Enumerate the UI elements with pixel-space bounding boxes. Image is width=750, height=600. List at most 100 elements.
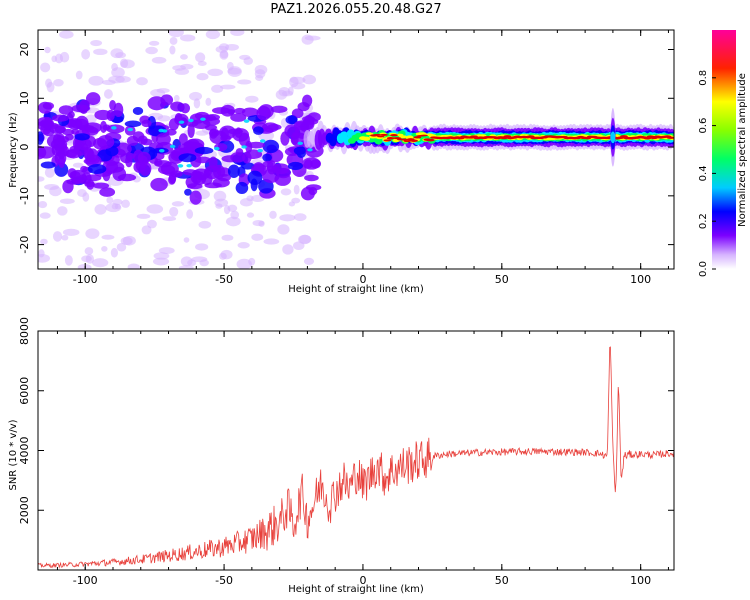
spectrogram-x-ticks: -100 -50 0 50 100	[56, 30, 669, 286]
spectrogram-cell	[225, 216, 241, 227]
spectrogram-cell	[254, 64, 268, 75]
snr-series-line	[38, 346, 674, 569]
spectrogram-cell	[150, 177, 168, 192]
spectrogram-cell	[285, 115, 298, 125]
spectrogram-cell	[194, 156, 211, 164]
spectrogram-cell	[200, 117, 206, 121]
snr-y-tick-label: 4000	[18, 437, 31, 465]
spectrogram-cell	[174, 112, 183, 123]
spectrogram-cell	[105, 202, 122, 213]
spectrogram-cell	[399, 135, 407, 139]
spectrogram-cell	[234, 107, 246, 115]
spectrogram-cell	[291, 82, 306, 90]
spectrogram-cell	[169, 45, 176, 55]
colorbar-tick-label: 0.4	[698, 165, 709, 181]
spectrogram-cell	[211, 84, 224, 93]
spectrogram-cell	[290, 132, 308, 147]
spectrogram-cell	[277, 224, 290, 235]
spectrogram-cell	[155, 133, 171, 146]
snr-x-ticks: -100 -50 0 50 100	[56, 331, 669, 587]
spectrogram-cell	[205, 30, 221, 40]
spectrogram-cell	[243, 119, 250, 123]
spectrogram-cell	[180, 54, 188, 60]
spectrogram-cell	[420, 134, 428, 137]
spectrogram-cell	[282, 244, 294, 255]
spectrogram-cell	[106, 196, 114, 204]
spectrogram-cell	[169, 206, 179, 217]
spectrogram-cell	[310, 159, 322, 169]
spectrogram-cell	[374, 137, 383, 145]
snr-y-tick-label: 6000	[18, 377, 31, 405]
spectrogram-y-tick-label: 0	[18, 144, 31, 151]
spectrogram-cell	[269, 210, 277, 219]
spectrogram-cell	[132, 107, 144, 115]
spectrogram-cell	[40, 62, 51, 73]
spectrogram-cell	[219, 252, 227, 260]
spectrogram-cell	[386, 137, 395, 140]
spectrogram-cell	[81, 255, 92, 263]
spectrogram-cell	[215, 45, 228, 53]
spectrogram-cell	[230, 30, 245, 36]
spectrogram-cell	[189, 113, 205, 124]
spectrogram-cell	[93, 48, 108, 56]
spectrogram-cell	[237, 242, 250, 249]
spectrogram-cell	[58, 155, 66, 168]
spectrogram-cell	[75, 115, 89, 131]
spectrogram-cell	[141, 225, 152, 235]
spectrogram-cell	[236, 258, 252, 269]
spectrogram-cell	[214, 146, 220, 151]
chart-title: PAZ1.2026.055.20.48.G27	[270, 2, 441, 17]
spectrogram-cell	[38, 145, 47, 160]
spectrogram-cell	[79, 104, 88, 114]
snr-y-tick-label: 8000	[18, 317, 31, 345]
spectrogram-cell	[199, 259, 209, 267]
spectrogram-cell	[137, 151, 151, 164]
spectrogram-cell	[65, 149, 82, 159]
spectrogram-cell	[127, 263, 140, 269]
spectrogram-cell	[64, 255, 73, 266]
spectrogram-cell	[403, 140, 412, 143]
spectrogram-cell	[207, 68, 224, 77]
spectrogram-cell	[148, 40, 160, 46]
spectrogram-cell	[99, 120, 108, 133]
spectrogram-cell	[101, 79, 116, 86]
spectrogram-cell	[136, 77, 148, 86]
snr-x-axis-label: Height of straight line (km)	[288, 584, 424, 595]
spectrogram-y-tick-label: -20	[18, 236, 31, 254]
colorbar-tick-label: 0.6	[698, 118, 709, 134]
spectrogram-cell	[178, 153, 197, 163]
spectrogram-cell	[111, 63, 118, 71]
spectrogram-cell	[220, 134, 232, 142]
spectrogram-cell	[92, 258, 109, 268]
spectrogram-cell	[46, 81, 55, 93]
spectrogram-cell	[196, 73, 209, 81]
spectrogram-cell	[610, 131, 616, 144]
spectrogram-cell	[99, 187, 116, 197]
spectrogram-cell	[262, 139, 280, 154]
spectrogram-cell	[54, 162, 69, 177]
spectrogram-cell	[101, 234, 115, 240]
spectrogram-cell	[235, 148, 244, 156]
spectrogram-cell	[293, 184, 300, 195]
spectrogram-cell	[195, 243, 209, 251]
spectrogram-cell	[165, 128, 177, 136]
spectrogram-cell	[38, 200, 48, 209]
spectrogram-cell	[82, 192, 90, 202]
spectrogram-cell	[52, 231, 63, 242]
spectrogram-cell	[38, 176, 45, 182]
spectrogram-cell	[51, 114, 70, 122]
spectrogram-cell	[230, 210, 240, 220]
spectrogram-cell	[376, 135, 385, 138]
spectrogram-y-ticks: -20 -10 0 10 20	[18, 43, 674, 254]
snr-y-tick-label: 2000	[18, 496, 31, 524]
spectrogram-cell	[62, 228, 80, 236]
spectrogram-cell	[64, 133, 74, 141]
spectrogram-cell	[113, 102, 124, 118]
spectrogram-cell	[234, 127, 243, 139]
spectrogram-cell	[75, 70, 83, 80]
spectrogram-cell	[59, 198, 75, 204]
spectrogram-cell	[72, 162, 84, 168]
snr-y-axis-label: SNR (10 * v/v)	[8, 419, 19, 490]
spectrogram-cell	[54, 53, 64, 64]
spectrogram-cell	[239, 198, 253, 207]
